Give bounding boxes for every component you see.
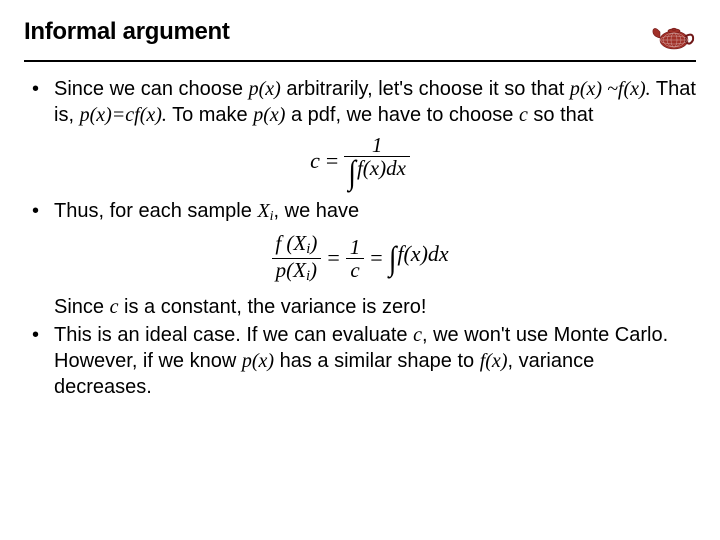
eq1-den-fx: f(x)dx [357,156,406,180]
text: This is an ideal case. If we can evaluat… [54,324,413,346]
bullet-item-3: This is an ideal case. If we can evaluat… [30,322,696,400]
eq2-mid-den: c [346,258,363,281]
text: so that [528,104,594,126]
eq1-den: ∫f(x)dx [344,156,410,188]
eq2-den1: p(Xi) [272,258,321,284]
text: , we have [274,200,360,222]
bullet-list-2: Thus, for each sample Xi, we have [24,198,696,226]
bullet-item-2: Thus, for each sample Xi, we have [30,198,696,226]
math-c: c [519,104,528,126]
eq2-num1: f (Xi) [271,232,321,257]
text: a pdf, we have to choose [285,104,519,126]
eq1-lhs: c [310,148,320,174]
equals: = [364,245,388,271]
teapot-logo [648,18,696,54]
text: To make [167,104,253,126]
math-rel: p(x) ~f(x). [570,78,651,100]
eq1-num: 1 [368,134,387,156]
eq2-frac2: 1 c [346,236,365,281]
bullet-list-3: This is an ideal case. If we can evaluat… [24,322,696,400]
eq2-rhs: ∫f(x)dx [389,241,449,276]
integral-icon: ∫ [348,156,356,191]
eq1-fraction: 1 ∫f(x)dx [344,134,410,188]
math-px: p(x) [249,78,281,100]
text: Thus, for each sample [54,200,257,222]
bullet-list: Since we can choose p(x) arbitrarily, le… [24,76,696,128]
equation-2: f (Xi) p(Xi) = 1 c = ∫f(x)dx [24,232,696,284]
math-eqdef: p(x)=cf(x). [80,104,167,126]
text: is a constant, the variance is zero! [118,296,426,318]
page-title: Informal argument [24,18,230,46]
math-px: p(x) [242,350,274,372]
continuation-line: Since c is a constant, the variance is z… [24,294,696,320]
eq2-frac1: f (Xi) p(Xi) [271,232,321,284]
equals: = [320,148,344,174]
equals: = [321,245,345,271]
header: Informal argument [24,18,696,54]
bullet-item-1: Since we can choose p(x) arbitrarily, le… [30,76,696,128]
integral-icon: ∫ [389,241,397,279]
text: has a similar shape to [274,350,480,372]
text: Since [54,296,110,318]
math-Xi: Xi [257,200,273,222]
eq2-mid-num: 1 [346,236,365,258]
text: Since we can choose [54,78,249,100]
text: arbitrarily, let's choose it so that [281,78,570,100]
title-rule [24,60,696,62]
math-c: c [413,324,422,346]
math-px2: p(x) [253,104,285,126]
math-fx: f(x) [480,350,508,372]
equation-1: c = 1 ∫f(x)dx [24,134,696,188]
